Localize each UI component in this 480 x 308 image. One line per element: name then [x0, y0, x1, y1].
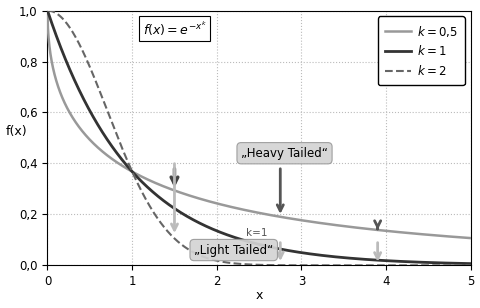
Text: k=1: k=1 [246, 228, 268, 238]
X-axis label: x: x [255, 290, 263, 302]
Legend: $k=0{,}5$, $k=1$, $k=2$: $k=0{,}5$, $k=1$, $k=2$ [378, 16, 465, 85]
Y-axis label: f(x): f(x) [6, 125, 27, 138]
Text: $f(x)=e^{-x^k}$: $f(x)=e^{-x^k}$ [143, 19, 206, 38]
Text: „Heavy Tailed“: „Heavy Tailed“ [241, 147, 328, 160]
Text: „Light Tailed“: „Light Tailed“ [194, 244, 273, 257]
